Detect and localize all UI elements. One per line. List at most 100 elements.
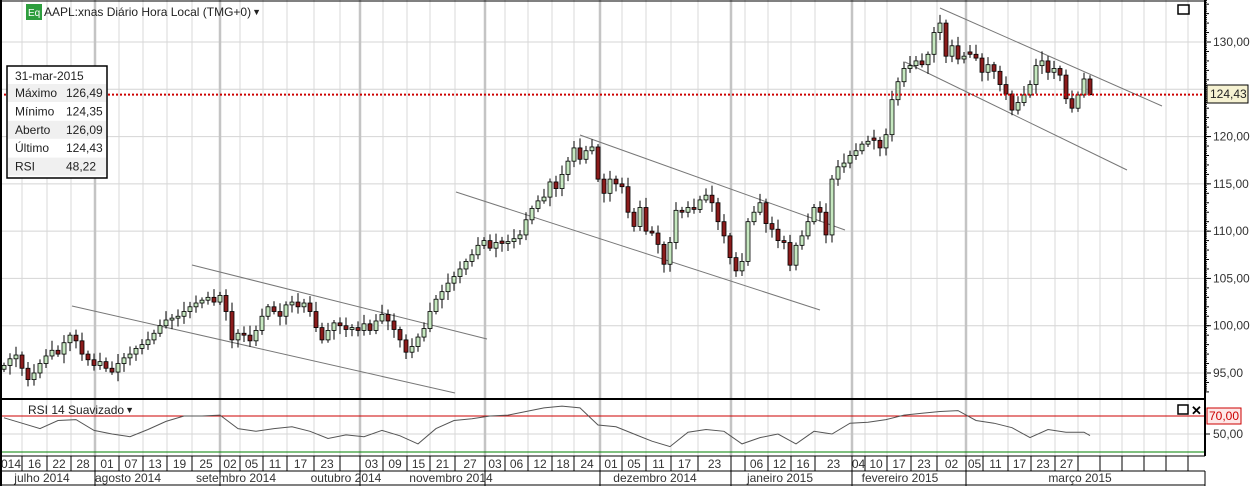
price-tick-label: 115,00 (1213, 177, 1249, 191)
candle-body-up (373, 320, 379, 331)
candle-body-down (679, 209, 685, 213)
candle-body-up (1033, 65, 1039, 85)
chart-title[interactable]: AAPL:xnas Diário Hora Local (TMG+0) (44, 5, 251, 19)
candle (43, 349, 49, 368)
rsi-header[interactable]: RSI 14 Suavizado ▼ (28, 403, 134, 417)
candle-body-up (589, 146, 595, 152)
candle-body-up (37, 363, 43, 374)
candle-body-up (685, 207, 691, 213)
trendline[interactable] (455, 191, 821, 311)
candle (187, 301, 193, 319)
candle (253, 325, 259, 347)
candle (985, 57, 991, 81)
trendline[interactable] (191, 264, 488, 340)
candle-body-up (115, 363, 121, 373)
date-axis[interactable]: 014 16 22 28 01 07 13 19 25 02 05 11 17 23 03 09 15 21 27 0… (0, 455, 1206, 486)
candle-body-up (289, 301, 295, 306)
candle-body-up (259, 315, 265, 331)
candle (505, 234, 511, 251)
candle (553, 175, 559, 197)
candle (955, 36, 961, 65)
candle (841, 153, 847, 173)
trendline[interactable] (939, 7, 1163, 107)
close-rsi-icon[interactable]: ✕ (1191, 403, 1202, 418)
candle-body-down (229, 311, 235, 341)
candle-body-up (571, 147, 577, 162)
candle-body-up (493, 242, 499, 249)
equity-badge-icon (26, 4, 42, 20)
last-price-box (1206, 84, 1249, 104)
candle (895, 77, 901, 106)
candle (361, 314, 367, 336)
day-label: 05 (627, 457, 641, 471)
candle-body-down (553, 181, 559, 189)
candle-body-down (619, 183, 625, 188)
candle-body-up (703, 194, 709, 201)
trendline[interactable] (579, 134, 846, 231)
candle-body-up (511, 238, 517, 242)
candle-body-up (931, 32, 937, 55)
info-row-bg (8, 120, 106, 139)
candle (85, 350, 91, 366)
day-label: 25 (199, 457, 213, 471)
candle (727, 233, 733, 265)
candle-body-up (7, 358, 13, 366)
candle-body-up (889, 99, 895, 136)
trendline[interactable] (71, 305, 456, 394)
candle-body-down (397, 329, 403, 341)
candle (235, 329, 241, 348)
candle (589, 139, 595, 155)
caret-down-icon[interactable]: ▼ (252, 7, 261, 17)
candle (169, 313, 175, 330)
candle (439, 284, 445, 309)
candle-body-down (625, 186, 631, 213)
maximize-rsi-icon[interactable] (1177, 404, 1189, 415)
candle-body-down (271, 306, 277, 312)
candle (331, 320, 337, 340)
month-label: fevereiro 2015 (862, 471, 939, 485)
trendline[interactable] (904, 61, 1128, 171)
candle (19, 351, 25, 376)
candle-body-up (283, 304, 289, 317)
candle (145, 331, 151, 350)
candle (247, 325, 253, 347)
equity-badge-label: Eq (28, 8, 40, 19)
price-axis[interactable]: 130,00 120,00 115,00 110,00 105,00 100,00 95,0… (1205, 0, 1250, 393)
day-label: 07 (124, 457, 138, 471)
candle-body-down (307, 302, 313, 312)
candle-body-up (481, 240, 487, 246)
candle-body-up (13, 354, 19, 360)
candle (829, 174, 835, 243)
candle (823, 203, 829, 244)
candle-body-up (49, 349, 55, 357)
day-label: 13 (148, 457, 162, 471)
candle-body-down (103, 361, 109, 369)
candle (877, 136, 883, 157)
maximize-panel-icon[interactable] (1177, 4, 1190, 15)
candle-body-down (403, 339, 409, 353)
caret-down-icon[interactable]: ▼ (125, 405, 134, 415)
candle (271, 301, 277, 315)
day-label: 18 (556, 457, 570, 471)
day-label: 17 (1013, 457, 1027, 471)
candle-body-up (505, 241, 511, 244)
candle (307, 296, 313, 317)
chart-header[interactable]: Eq AAPL:xnas Diário Hora Local (TMG+0) ▼ (26, 4, 261, 20)
candle-body-down (343, 325, 349, 330)
candle-body-up (175, 315, 181, 319)
candle-body-down (769, 223, 775, 230)
info-row-bg (8, 157, 106, 176)
trendlines[interactable] (71, 7, 1163, 394)
ohlc-info-box: 31-mar-2015 Máximo 126,49 Mínimo 124,35 Aber… (6, 65, 108, 179)
candle-body-down (577, 147, 583, 160)
candle-body-down (1009, 93, 1015, 111)
candle (379, 304, 385, 324)
rsi-title[interactable]: RSI 14 Suavizado (28, 403, 124, 417)
candle (421, 322, 427, 342)
candle (547, 178, 553, 207)
candle-body-up (901, 68, 907, 83)
candle-body-down (613, 178, 619, 185)
candle (883, 128, 889, 156)
